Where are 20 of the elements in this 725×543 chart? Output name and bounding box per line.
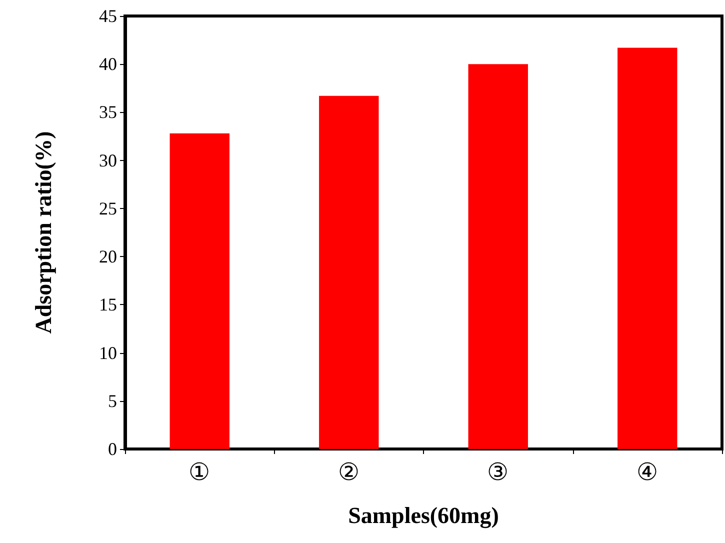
y-tick-label: 45 <box>99 6 117 26</box>
y-tick-label: 30 <box>99 150 117 170</box>
y-tick-label: 0 <box>108 439 117 459</box>
x-tick-label: ① <box>188 460 211 486</box>
y-tick-label: 25 <box>99 198 117 218</box>
bar <box>319 96 379 449</box>
bar <box>468 64 528 449</box>
x-tick-label: ③ <box>487 460 510 486</box>
y-tick-label: 35 <box>99 102 117 122</box>
bar <box>170 133 230 449</box>
y-tick-label: 15 <box>99 294 117 315</box>
y-tick-label: 5 <box>108 390 117 411</box>
bar <box>618 48 678 449</box>
x-axis-title: Samples(60mg) <box>348 503 499 529</box>
x-tick-label: ② <box>338 460 360 486</box>
x-tick-label: ④ <box>636 460 658 486</box>
y-tick-label: 40 <box>99 54 117 74</box>
y-axis-title: Adsorption ratio(%) <box>31 131 56 334</box>
y-tick-label: 20 <box>99 246 117 267</box>
y-tick-label: 10 <box>99 342 117 363</box>
